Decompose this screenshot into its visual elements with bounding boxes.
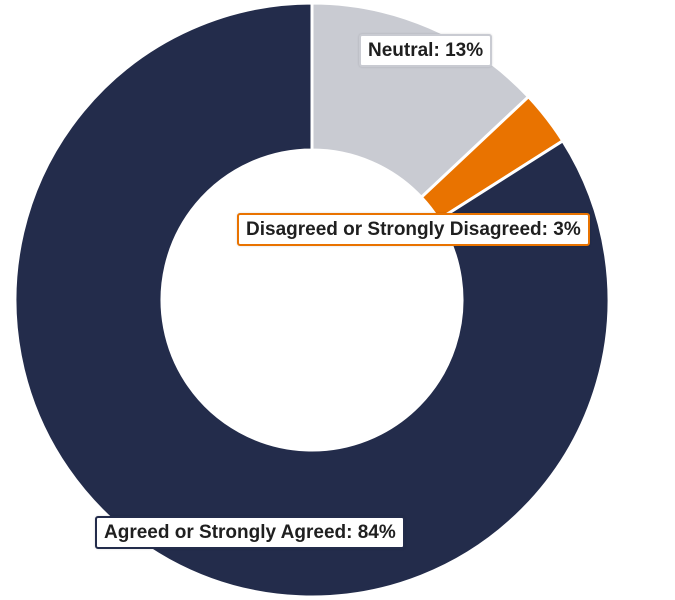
disagreed-slice-label: Disagreed or Strongly Disagreed: 3% [237, 213, 590, 246]
neutral-slice-label: Neutral: 13% [359, 34, 493, 67]
agreed-slice-label: Agreed or Strongly Agreed: 84% [95, 516, 405, 549]
agreed-slice [13, 1, 611, 599]
